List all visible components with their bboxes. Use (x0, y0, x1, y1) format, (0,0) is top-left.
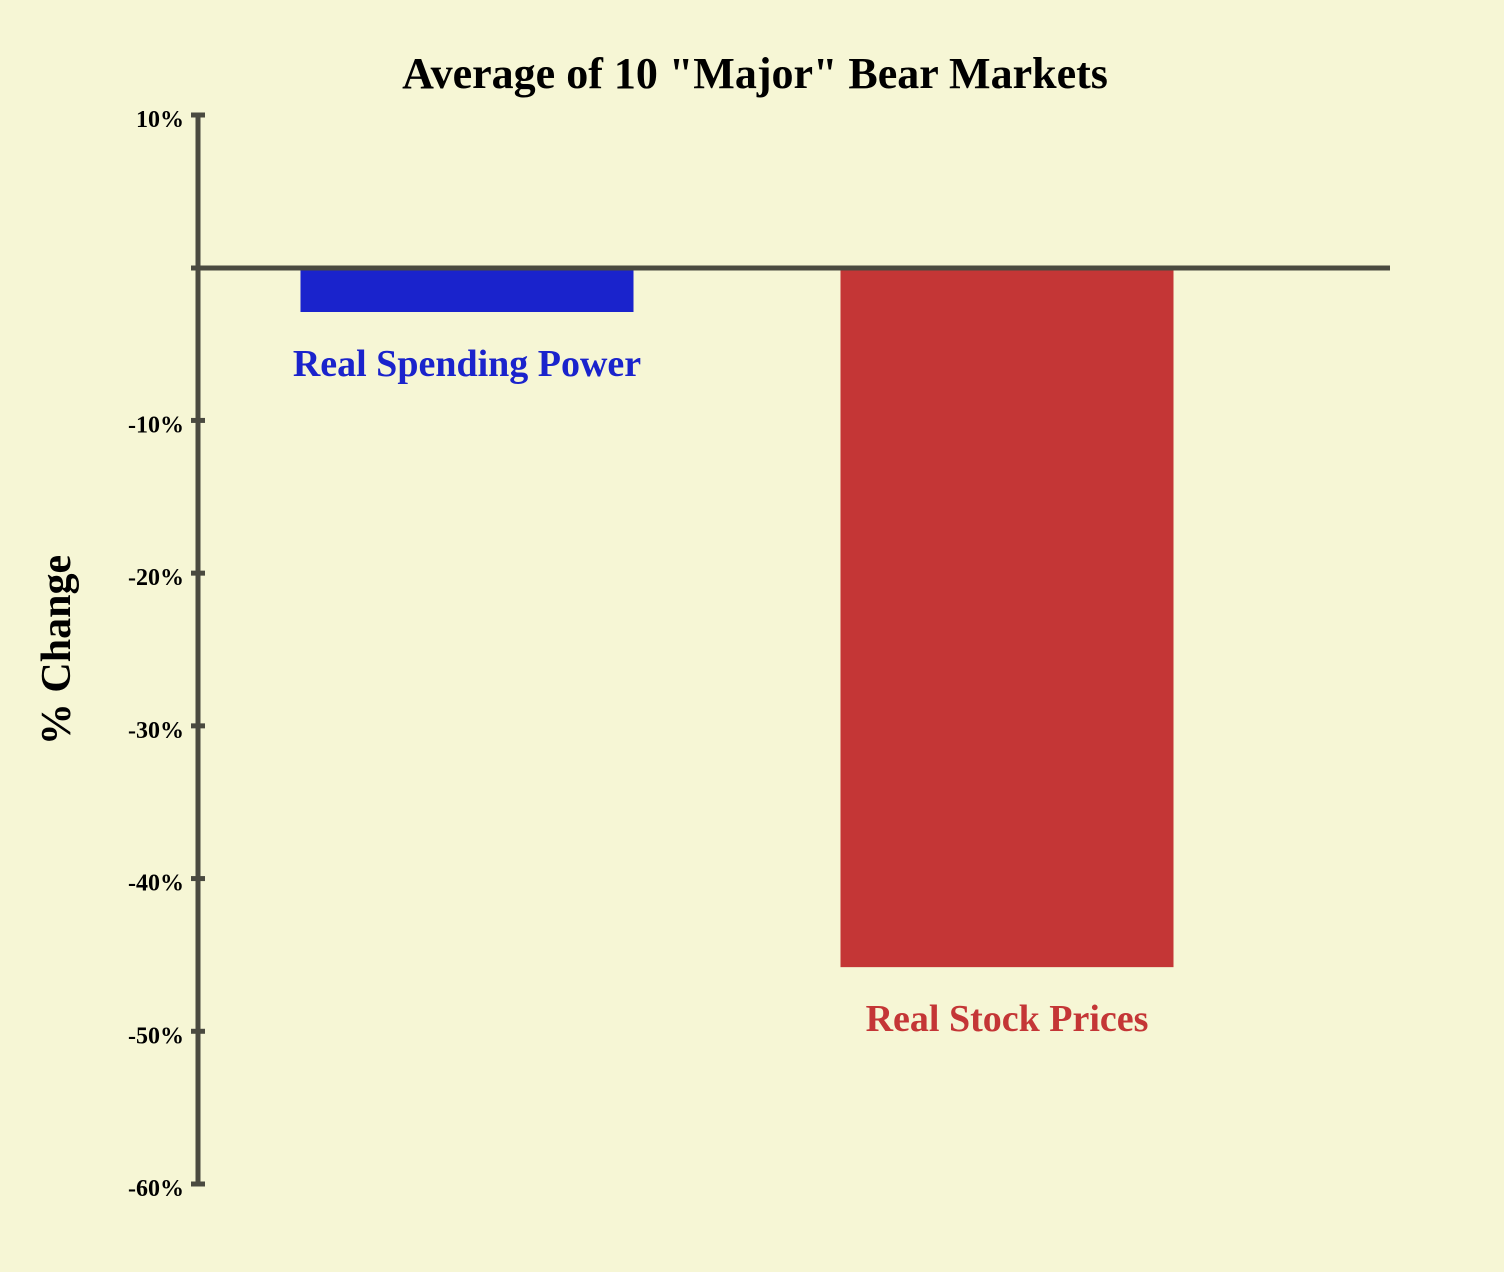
y-tick-label: 10% (136, 107, 184, 133)
bar-real-spending-power (300, 268, 634, 313)
chart-title: Average of 10 "Major" Bear Markets (402, 49, 1108, 98)
y-axis-label: % Change (34, 555, 80, 745)
y-tick-label: -10% (128, 412, 184, 438)
y-tick-label: -40% (128, 871, 184, 897)
y-tick-label: -50% (128, 1023, 184, 1049)
y-tick-label: -20% (128, 565, 184, 591)
bar-label: Real Spending Power (293, 343, 641, 385)
y-tick-label: -60% (128, 1176, 184, 1202)
bar-real-stock-prices (840, 268, 1174, 968)
bar-label: Real Stock Prices (866, 998, 1149, 1040)
y-tick-label: -30% (128, 718, 184, 744)
